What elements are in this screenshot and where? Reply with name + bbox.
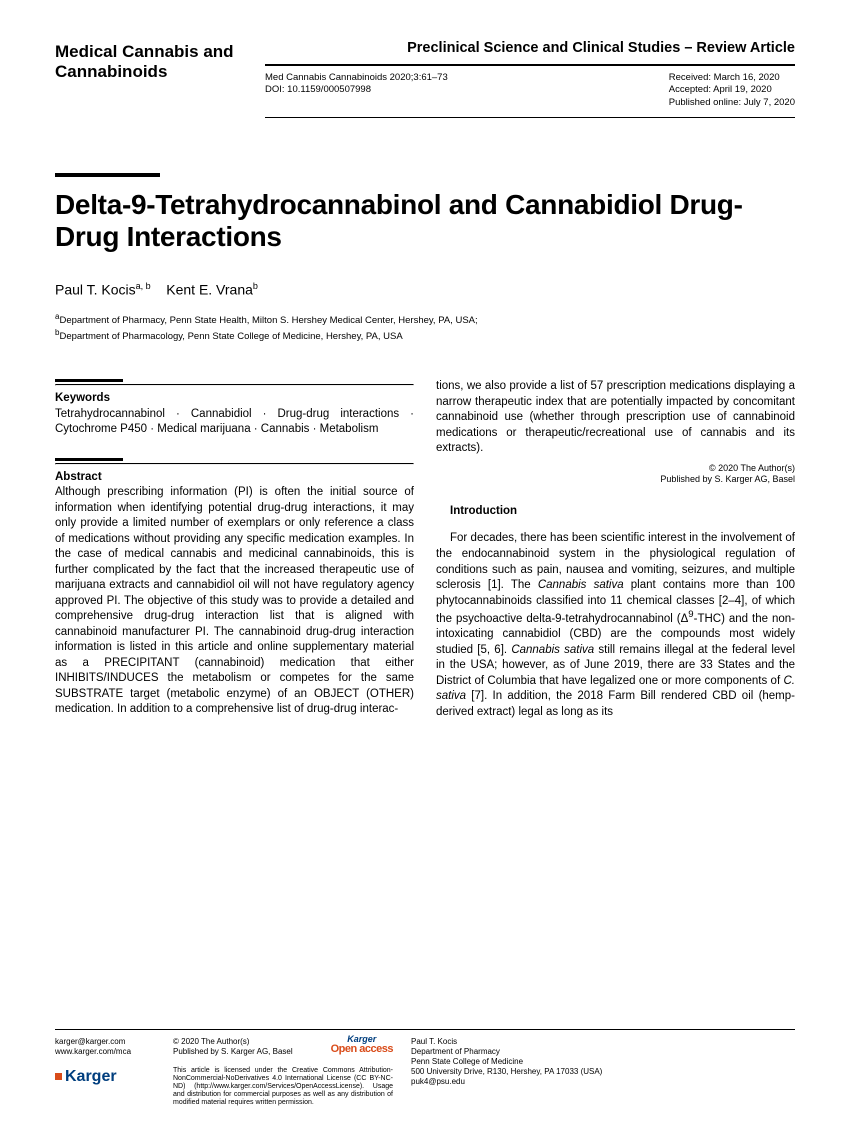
footer-col-3: Paul T. Kocis Department of Pharmacy Pen… [411,1037,795,1107]
footer-email: karger@karger.com [55,1037,155,1047]
doi-line: DOI: 10.1159/000507998 [265,84,448,96]
introduction-text: For decades, there has been scientific i… [436,531,795,720]
copyright-line2: Published by S. Karger AG, Basel [660,474,795,484]
affiliation-a: Department of Pharmacy, Penn State Healt… [59,315,477,326]
corr-dept: Department of Pharmacy [411,1047,795,1057]
abstract-heading: Abstract [55,470,414,486]
author-1-name: Paul T. Kocis [55,282,136,298]
copyright-small: © 2020 The Author(s) Published by S. Kar… [436,463,795,486]
footer: karger@karger.com www.karger.com/mca Kar… [55,1029,795,1107]
received-date: Received: March 16, 2020 [669,72,795,84]
title-bar [55,173,160,177]
footer-url: www.karger.com/mca [55,1047,155,1057]
keywords-text: Tetrahydrocannabinol · Cannabidiol · Dru… [55,407,414,438]
copyright-line1: © 2020 The Author(s) [709,463,795,473]
author-1-affil: a, b [136,281,151,291]
keywords-rule [55,384,414,386]
introduction-heading: Introduction [436,504,795,520]
corr-addr: 500 University Drive, R130, Hershey, PA … [411,1067,795,1077]
citation-block: Med Cannabis Cannabinoids 2020;3:61–73 D… [265,72,448,109]
author-2-affil: b [253,281,258,291]
corr-email: puk4@psu.edu [411,1077,795,1087]
license-text: This article is licensed under the Creat… [173,1067,393,1107]
abstract-rule [55,463,414,465]
affiliations: aDepartment of Pharmacy, Penn State Heal… [55,312,795,344]
affiliation-b: Department of Pharmacology, Penn State C… [59,331,402,342]
abstract-bar [55,458,123,461]
abstract-text: Although prescribing information (PI) is… [55,485,414,718]
footer-col-2: © 2020 The Author(s) Published by S. Kar… [173,1037,393,1107]
logo-dot-icon [55,1073,62,1080]
published-date: Published online: July 7, 2020 [669,97,795,109]
corr-name: Paul T. Kocis [411,1037,795,1047]
keywords-heading: Keywords [55,391,414,407]
footer-col-1: karger@karger.com www.karger.com/mca Kar… [55,1037,155,1107]
publisher-logo: Karger [55,1067,155,1087]
accepted-date: Accepted: April 19, 2020 [669,84,795,96]
journal-name: Medical Cannabis and Cannabinoids [55,40,265,118]
article-type: Preclinical Science and Clinical Studies… [265,40,795,56]
abstract-continuation: tions, we also provide a list of 57 pres… [436,379,795,457]
authors-line: Paul T. Kocisa, b Kent E. Vranab [55,281,795,298]
dates-block: Received: March 16, 2020 Accepted: April… [669,72,795,109]
author-2-name: Kent E. Vrana [166,282,253,298]
right-column: tions, we also provide a list of 57 pres… [436,379,795,720]
open-access-badge: Karger Open access [331,1035,393,1055]
left-column: Keywords Tetrahydrocannabinol · Cannabid… [55,379,414,720]
keywords-bar [55,379,123,382]
citation-line: Med Cannabis Cannabinoids 2020;3:61–73 [265,72,448,84]
corr-inst: Penn State College of Medicine [411,1057,795,1067]
article-title: Delta-9-Tetrahydrocannabinol and Cannabi… [55,189,795,253]
header-rule-bottom [265,117,795,118]
oa-label: Open access [331,1044,393,1055]
